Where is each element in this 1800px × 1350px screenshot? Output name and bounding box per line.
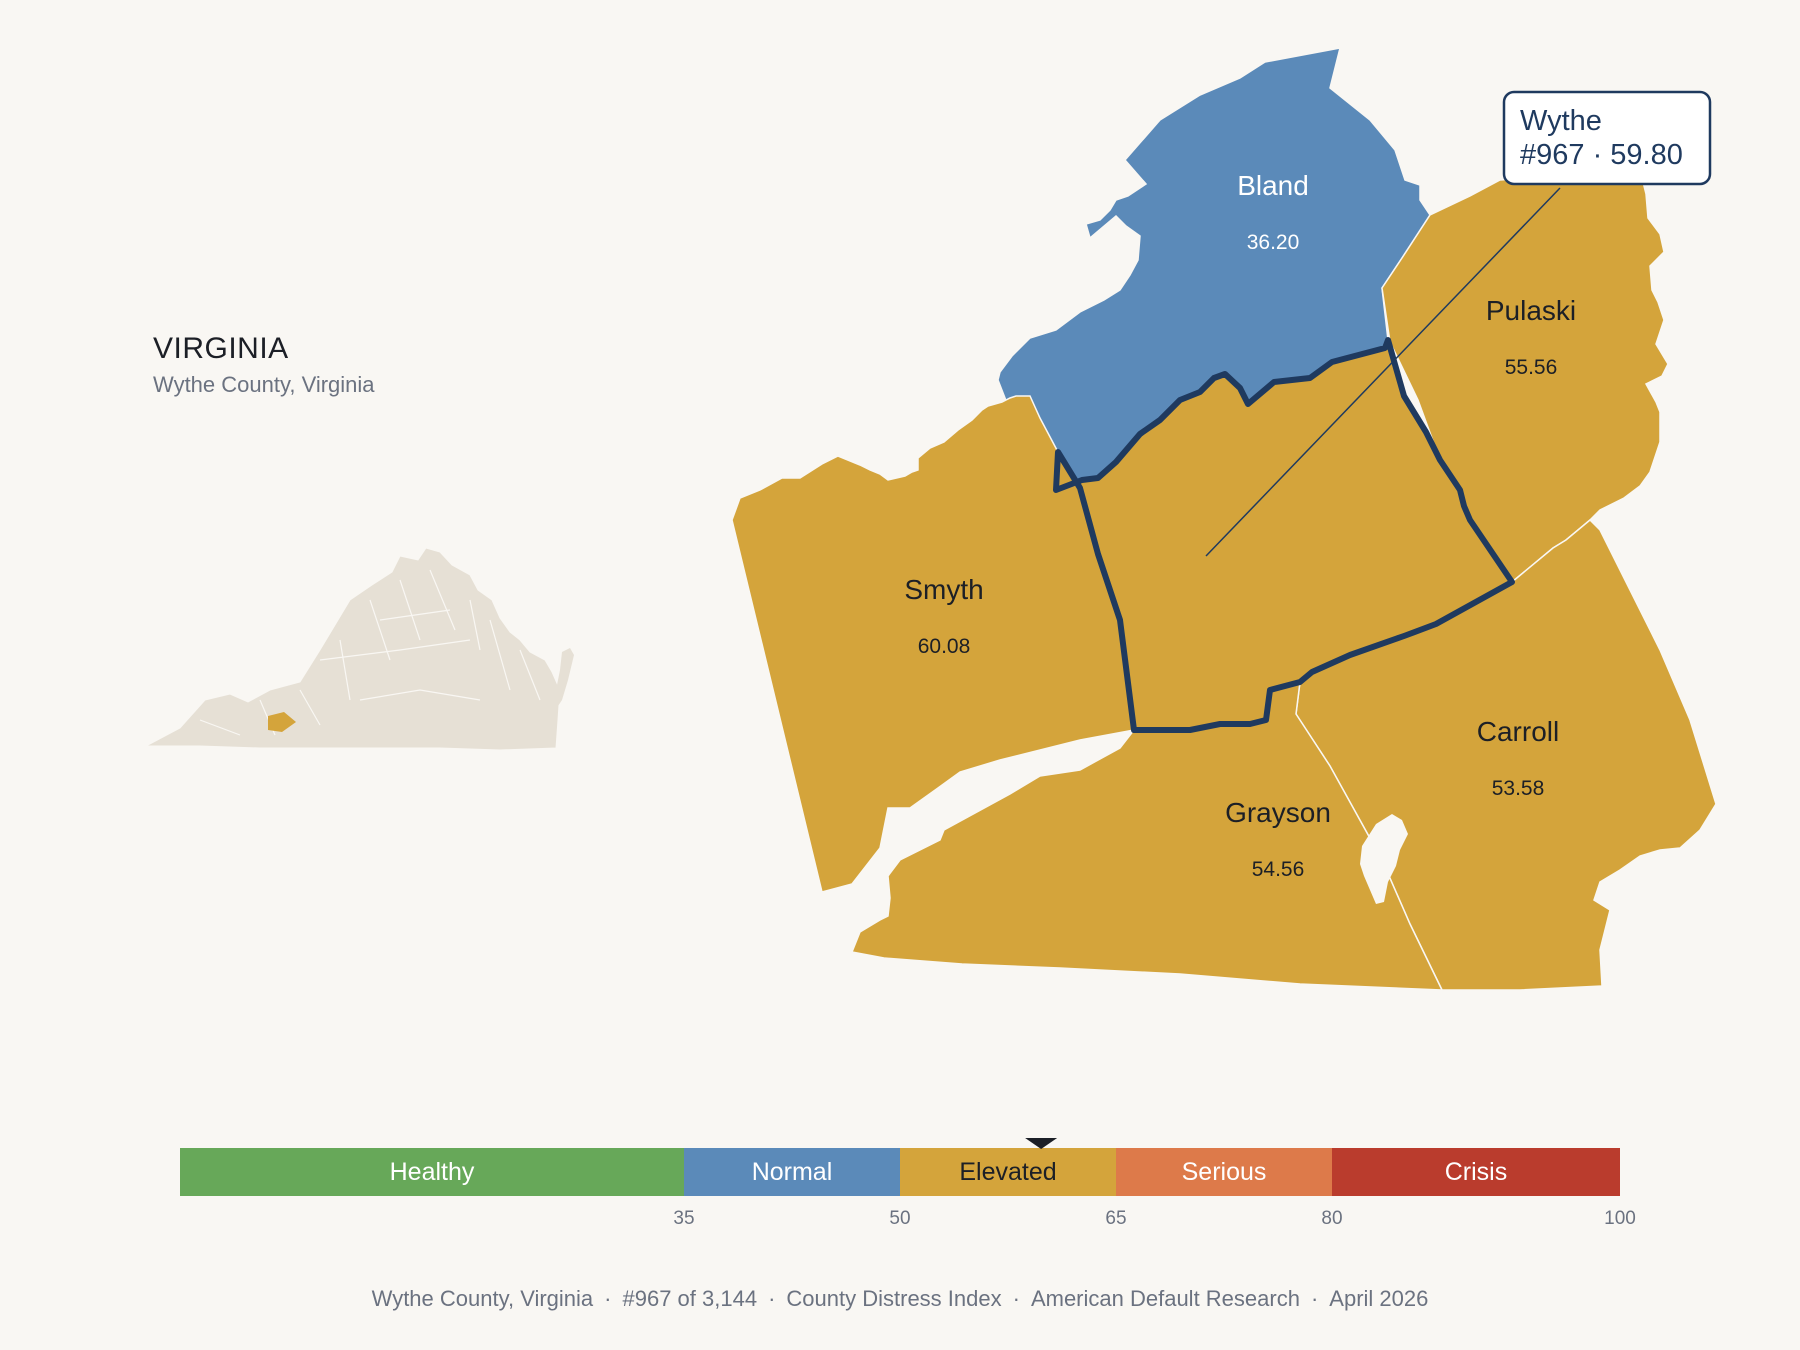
footer-separator: · (1310, 1286, 1319, 1311)
county-labels: Bland 36.20 Pulaski 55.56 Smyth 60.08 Carroll 5… (904, 170, 1576, 881)
county-value-label: 60.08 (918, 635, 971, 658)
state-subtitle: Wythe County, Virginia (153, 372, 375, 397)
footer-separator: · (768, 1286, 776, 1311)
county-name-label: Carroll (1477, 716, 1559, 747)
callout-name: Wythe (1520, 105, 1602, 137)
callout-detail: #967 · 59.80 (1520, 139, 1683, 171)
footer: Wythe County, Virginia · #967 of 3,144 · Cou… (0, 1286, 1800, 1312)
county-value-label: 55.56 (1505, 356, 1558, 379)
lake-feature (1360, 814, 1408, 904)
county-name-label: Bland (1237, 170, 1309, 201)
county-name-label: Pulaski (1486, 295, 1576, 326)
county-value-label: 54.56 (1252, 858, 1305, 881)
footer-source: American Default Research (1030, 1286, 1300, 1311)
footer-rank: #967 of 3,144 (622, 1286, 758, 1311)
county-name-label: Smyth (904, 574, 983, 605)
callout-leader-line (1205, 187, 1561, 557)
wythe-callout: Wythe #967 · 59.80 (1502, 90, 1712, 186)
wythe-highlight-outline (1053, 337, 1515, 733)
county-name-label: Grayson (1225, 797, 1331, 828)
footer-separator: · (604, 1286, 612, 1311)
state-title: VIRGINIA (153, 332, 289, 365)
county-value-label: 53.58 (1492, 777, 1545, 800)
footer-separator: · (1012, 1286, 1020, 1311)
footer-county: Wythe County, Virginia (371, 1286, 594, 1311)
footer-date: April 2026 (1329, 1286, 1429, 1311)
footer-index-name: County Distress Index (786, 1286, 1002, 1311)
county-value-label: 36.20 (1247, 231, 1300, 254)
county-smyth[interactable] (731, 395, 1135, 893)
callout-box (1502, 90, 1712, 186)
